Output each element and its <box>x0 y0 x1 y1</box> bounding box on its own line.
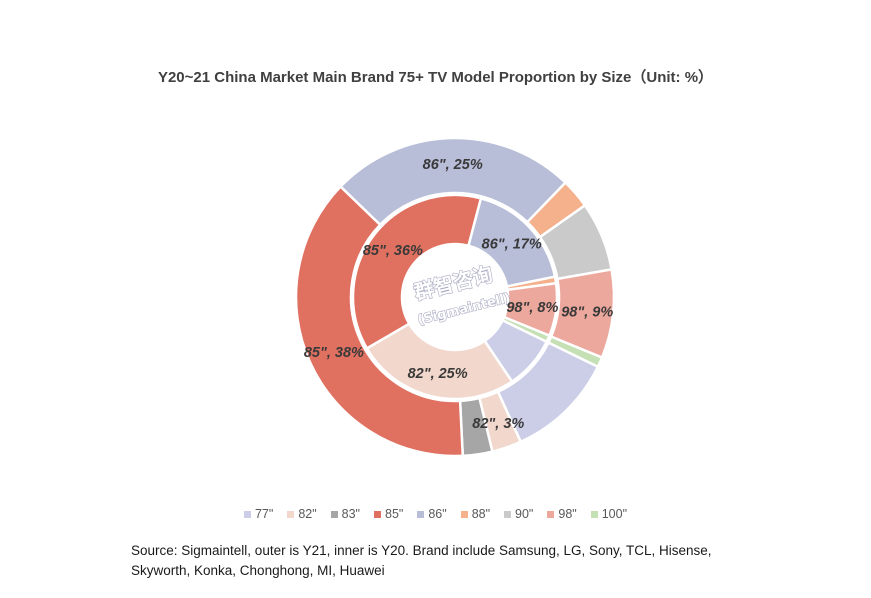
legend-label: 82" <box>298 507 317 521</box>
inner-label-82: 82", 25% <box>408 366 468 382</box>
legend-item-88: 88" <box>460 507 491 521</box>
inner-slice-82 <box>365 321 514 401</box>
inner-label-98: 98", 8% <box>506 300 558 316</box>
outer-label-98: 98", 9% <box>561 304 613 320</box>
legend-label: 83" <box>341 507 360 521</box>
chart-title: Y20~21 China Market Main Brand 75+ TV Mo… <box>157 69 714 86</box>
legend-swatch <box>547 510 555 518</box>
legend-label: 86" <box>428 507 447 521</box>
legend-item-83: 83" <box>330 507 360 521</box>
outer-label-82: 82", 3% <box>472 416 524 432</box>
inner-label-86: 86", 17% <box>482 236 542 252</box>
data-labels: 82", 3% 85", 38% 86", 25% 98", 9% 82", 25% 85… <box>304 157 613 432</box>
legend-label: 85" <box>385 507 404 521</box>
legend-item-77: 77" <box>243 507 274 521</box>
legend-swatch <box>287 510 295 518</box>
legend-item-85: 85" <box>374 507 403 521</box>
legend-swatch <box>374 510 381 518</box>
legend-label: 98" <box>558 507 577 521</box>
source-note: Source: Sigmaintell, outer is Y21, inner… <box>131 543 712 578</box>
legend-item-82: 82" <box>287 507 317 521</box>
legend-swatch <box>243 510 251 518</box>
legend-label: 88" <box>471 507 491 521</box>
legend-label: 77" <box>254 507 274 521</box>
legend-item-86: 86" <box>417 507 447 521</box>
legend-item-98: 98" <box>547 507 577 521</box>
inner-slice-85 <box>351 193 483 351</box>
outer-label-85: 85", 38% <box>304 345 364 361</box>
outer-slice-85 <box>294 184 465 458</box>
inner-ring-y20 <box>351 193 559 401</box>
legend-swatch <box>417 510 425 518</box>
legend-label: 90" <box>515 507 534 521</box>
legend-item-100: 100" <box>590 507 628 521</box>
legend-swatch <box>460 510 468 518</box>
legend-item-90: 90" <box>504 507 533 521</box>
legend-label: 100" <box>601 507 628 521</box>
legend-swatch <box>504 510 512 518</box>
outer-label-86: 86", 25% <box>423 157 483 173</box>
outer-ring-y21 <box>294 136 616 458</box>
inner-slice-100 <box>500 315 552 344</box>
outer-slice-100 <box>546 334 604 369</box>
legend-swatch <box>590 510 598 518</box>
inner-label-85: 85", 36% <box>363 243 423 259</box>
watermark-logo: 群智咨询 (Sigmaintell) <box>410 261 513 329</box>
legend: 77" 82" 83" 85" 86" 88" 90" 98" 100" <box>0 507 871 521</box>
legend-swatch <box>330 510 338 518</box>
